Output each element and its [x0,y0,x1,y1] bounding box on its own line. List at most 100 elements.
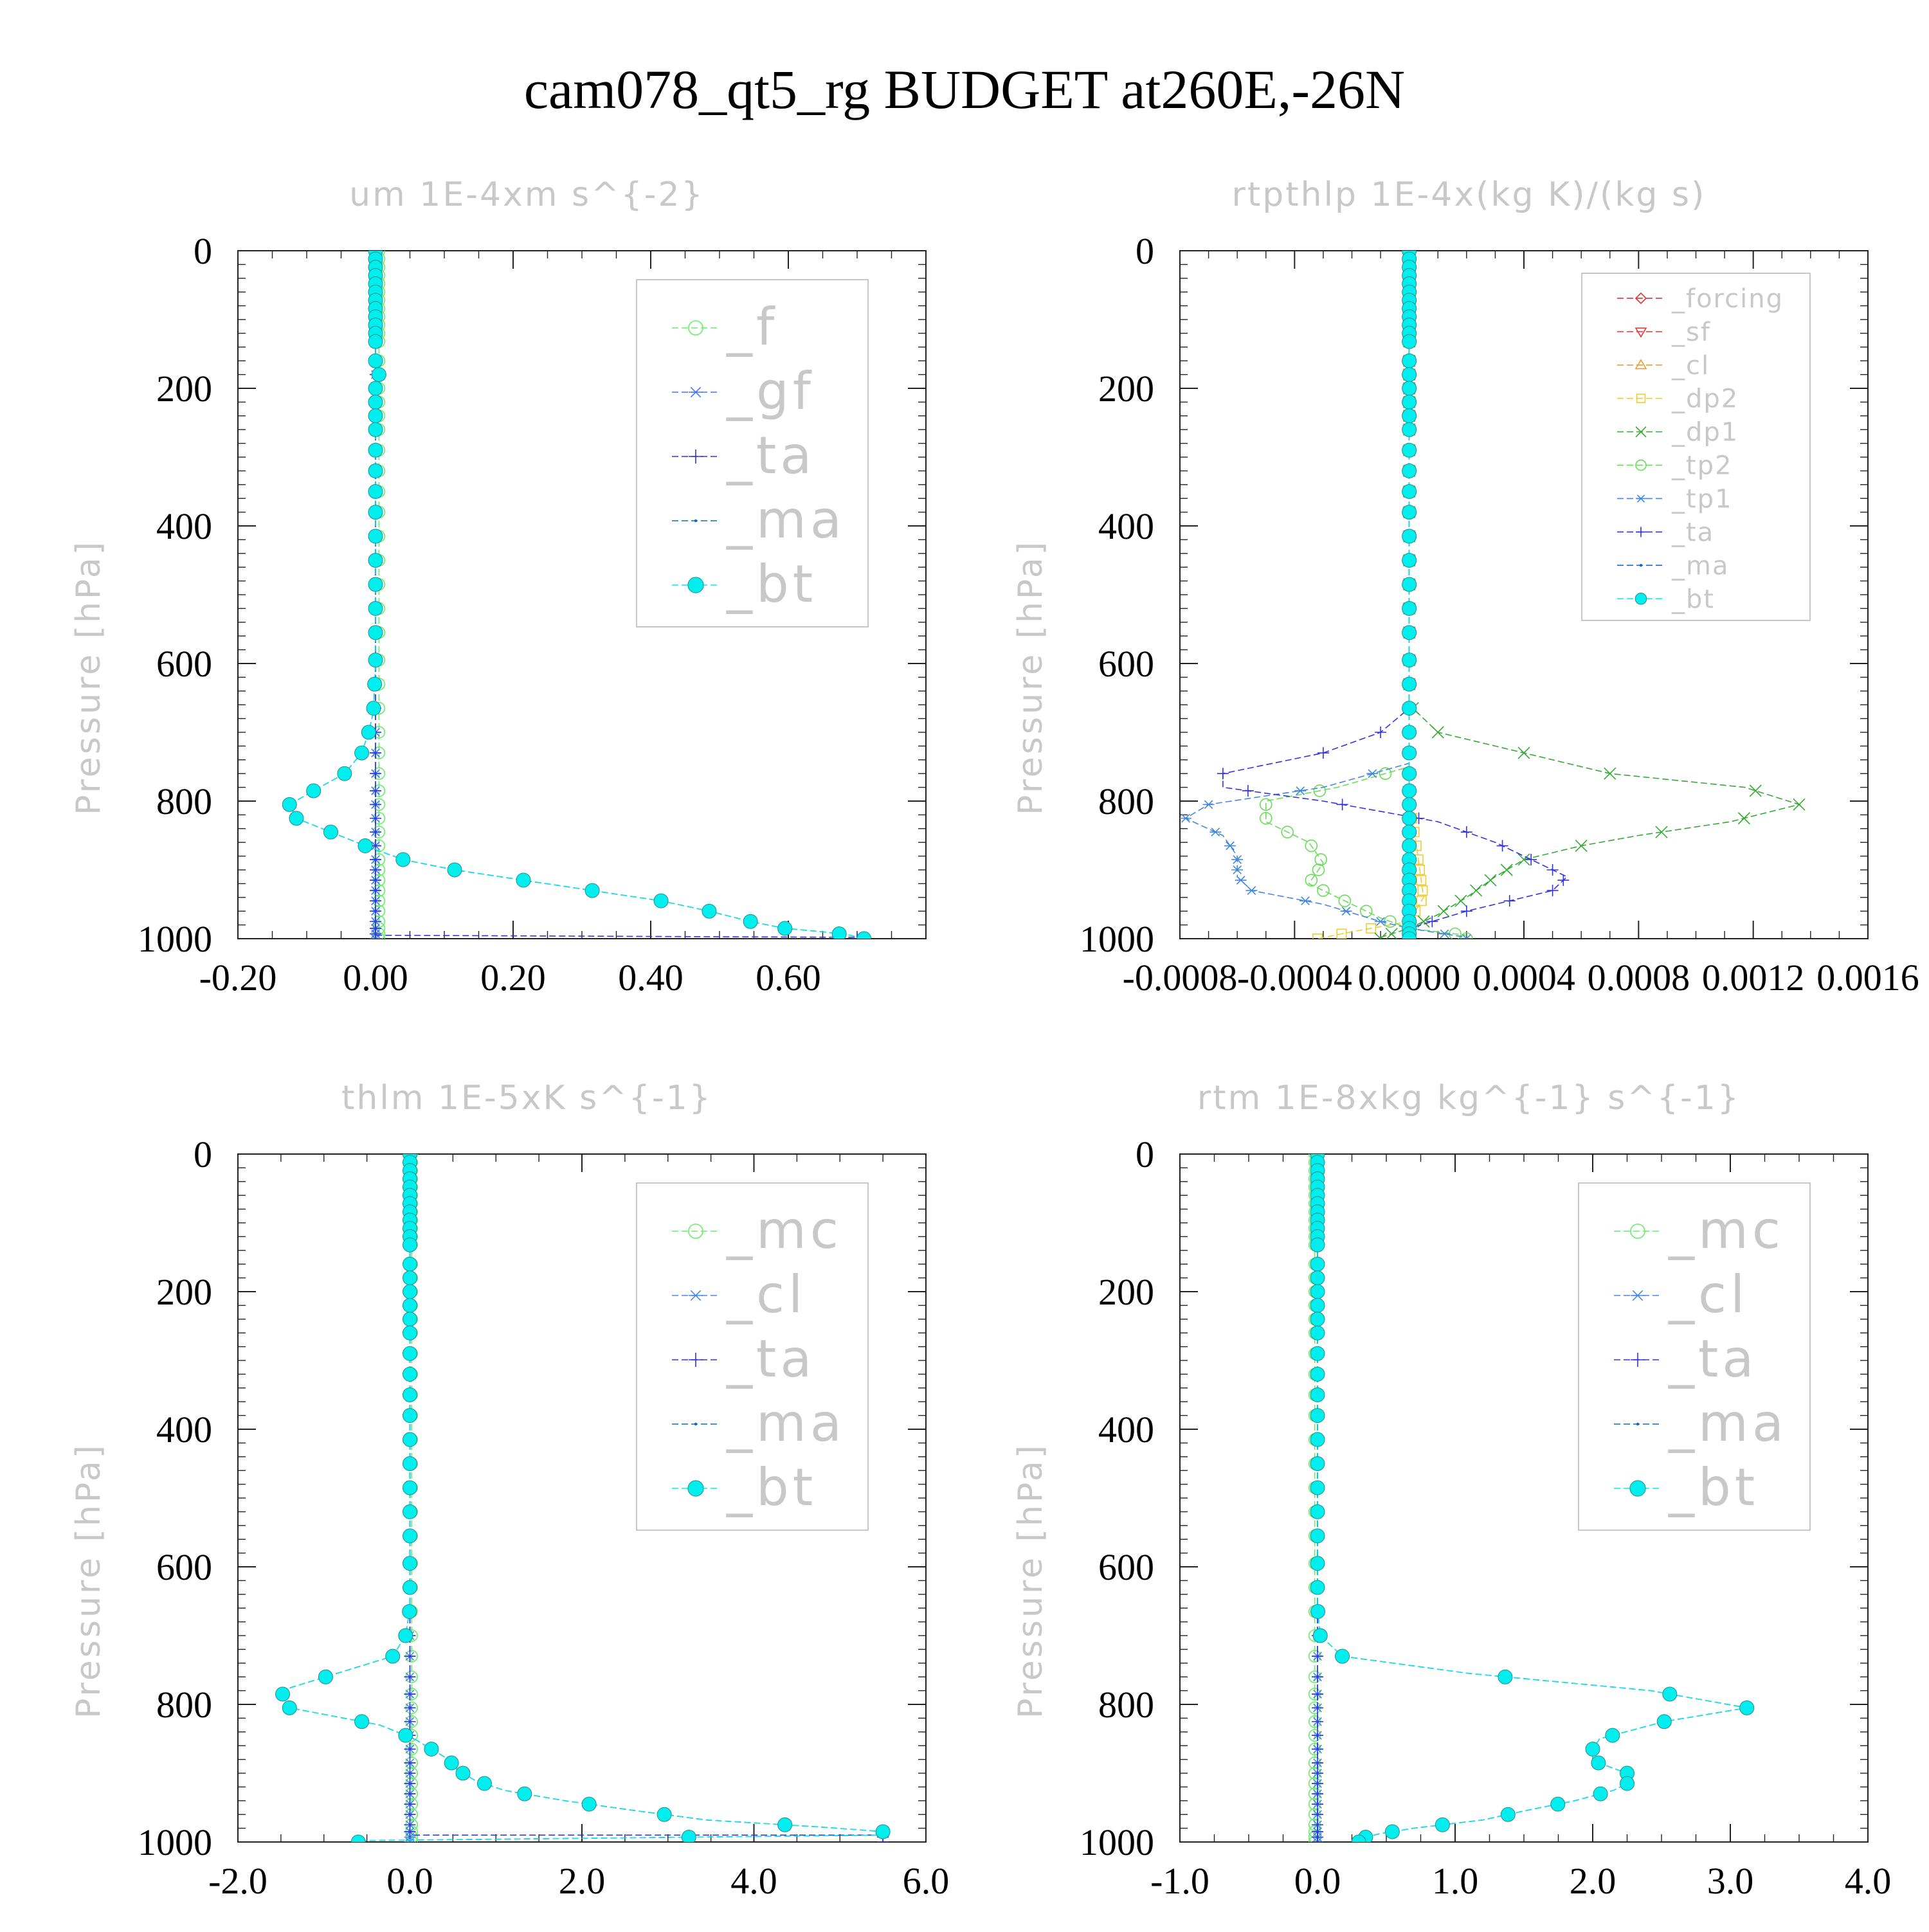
data-point [1224,841,1236,851]
panel-4: rtm 1E-8xkg kg^{-1} s^{-1} Pressure [hPa]… [1011,1079,1891,1902]
y-tick-label: 800 [1098,1684,1154,1726]
data-point [403,1556,417,1571]
data-point [1503,895,1516,907]
data-point [403,1528,417,1544]
legend-label: _gf [726,361,815,421]
data-point [1498,1669,1513,1684]
series-mc [405,1154,418,1842]
data-point [1310,1604,1326,1620]
data-point [1335,1648,1350,1664]
data-point [1605,1728,1620,1743]
legend-marker [1631,1353,1645,1367]
data-point [1593,1786,1608,1801]
data-point [366,701,381,716]
data-point [372,932,386,939]
x-tick-label: -0.20 [199,957,277,998]
data-point [367,676,383,692]
data-point [1312,1809,1323,1821]
data-point [1310,1580,1325,1595]
data-point [1525,853,1537,865]
data-point [1793,798,1806,811]
data-point [1557,874,1570,887]
y-tick-label: 600 [156,1546,212,1588]
data-point [1402,797,1417,812]
legend-marker [1635,459,1647,471]
legend-label: _ta [726,1329,815,1389]
data-point [403,1284,417,1299]
legend-marker [1636,1422,1640,1426]
data-point [1310,1480,1325,1495]
y-tick-label: 400 [1098,505,1154,547]
data-point [1312,1715,1323,1728]
data-point [1591,1755,1606,1771]
x-tick-label: 0.0008 [1588,957,1690,998]
x-tick-label: 0.0 [386,1860,433,1902]
data-point [1402,505,1417,520]
legend-marker [1636,393,1646,403]
data-point [1402,653,1417,668]
data-point [398,1728,413,1743]
y-tick-label: 0 [1136,230,1154,272]
data-point [337,766,352,781]
legend-label: _bt [1668,1458,1759,1517]
data-point [1517,853,1530,866]
legend-label: _ma [1668,1393,1788,1453]
data-point [1312,1836,1323,1842]
data-point [1310,1366,1325,1382]
legend-marker [1636,527,1646,537]
data-point [306,783,322,799]
data-point [875,1824,891,1839]
data-point [1460,934,1472,939]
data-point [405,1836,418,1842]
data-point [1217,768,1229,780]
legend-marker [689,1353,703,1367]
data-point [1402,600,1417,616]
data-point [368,381,383,396]
data-point [1384,1824,1400,1839]
y-tick-label: 1000 [138,918,212,960]
y-tick-label: 400 [156,505,212,547]
data-point [1209,827,1222,837]
data-point [370,747,381,759]
data-point [404,1702,416,1714]
data-point [1312,1756,1323,1769]
data-point [370,853,381,865]
panel-1: um 1E-4xm s^{-2} Pressure [hPa] 0 200 400 600… [69,176,927,998]
data-point [1312,1837,1323,1842]
x-tick-label: 0.0000 [1358,957,1461,998]
data-point [1294,786,1307,795]
legend-box [1578,1182,1811,1531]
x-tick-label: 0.40 [618,957,684,998]
legend: _mc_cl_ta_ma_bt [636,1182,869,1531]
data-point [1402,408,1417,424]
legend-label: _ma [726,1393,846,1453]
data-point [1310,1256,1325,1272]
data-point [1351,1834,1366,1842]
data-point [1312,934,1323,939]
data-point [398,1628,413,1643]
data-point [476,1776,492,1791]
data-point [831,926,847,939]
data-point [404,1756,416,1769]
data-point [1585,1742,1600,1757]
data-point [1180,813,1191,823]
x-tick-label: 2.0 [1570,1860,1617,1902]
data-point [350,1834,366,1842]
data-point [1231,865,1244,874]
data-point [1312,1788,1323,1800]
data-point [1737,812,1750,825]
data-point [404,1671,416,1683]
data-point [370,934,381,939]
legend-marker [1635,292,1647,305]
data-point [1402,577,1417,592]
data-point [1305,874,1318,887]
data-point [368,577,383,592]
legend-label: _dp1 [1671,418,1739,447]
x-tick-label: -0.0004 [1237,957,1352,998]
data-point [1202,800,1215,809]
y-tick-label: 0 [194,1133,212,1175]
data-point [403,1256,417,1272]
y-tick-label: 0 [1136,1133,1154,1175]
data-point [1662,1686,1678,1702]
data-point [702,903,717,919]
